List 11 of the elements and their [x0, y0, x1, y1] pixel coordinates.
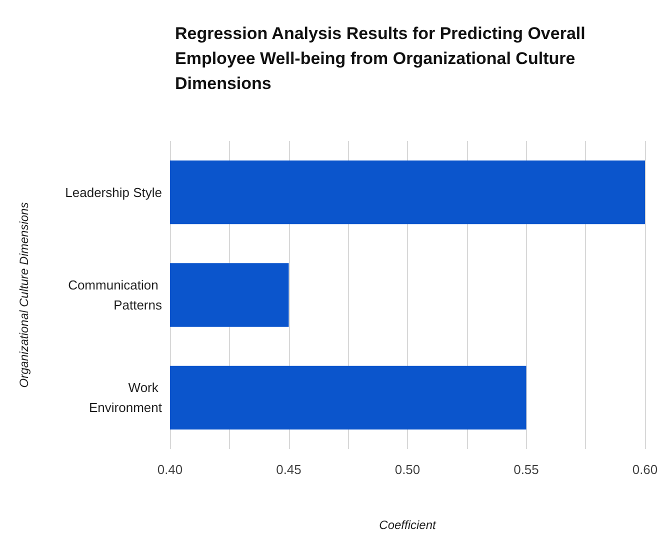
x-tick-label: 0.40	[157, 462, 183, 477]
y-axis-title: Organizational Culture Dimensions	[17, 202, 31, 388]
x-axis-title: Coefficient	[379, 518, 437, 532]
x-tick-label: 0.45	[276, 462, 302, 477]
chart-title: Regression Analysis Results for Predicting Overall Employee Well-being from Organizational Culture Dimensions	[175, 24, 590, 93]
y-tick-label: Work Environment	[89, 380, 162, 416]
y-tick-label: Leadership Style	[65, 184, 162, 200]
x-tick-label: 0.50	[394, 462, 420, 477]
x-tick-label: 0.55	[514, 462, 539, 477]
y-tick-label: Communication Patterns	[68, 278, 162, 312]
x-tick-label: 0.60	[632, 462, 658, 477]
